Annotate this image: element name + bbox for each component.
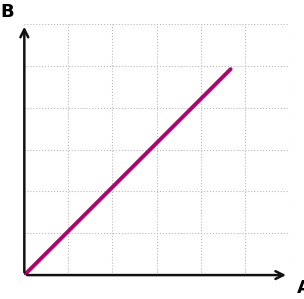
Text: B: B	[0, 3, 14, 22]
Text: A: A	[297, 279, 304, 297]
